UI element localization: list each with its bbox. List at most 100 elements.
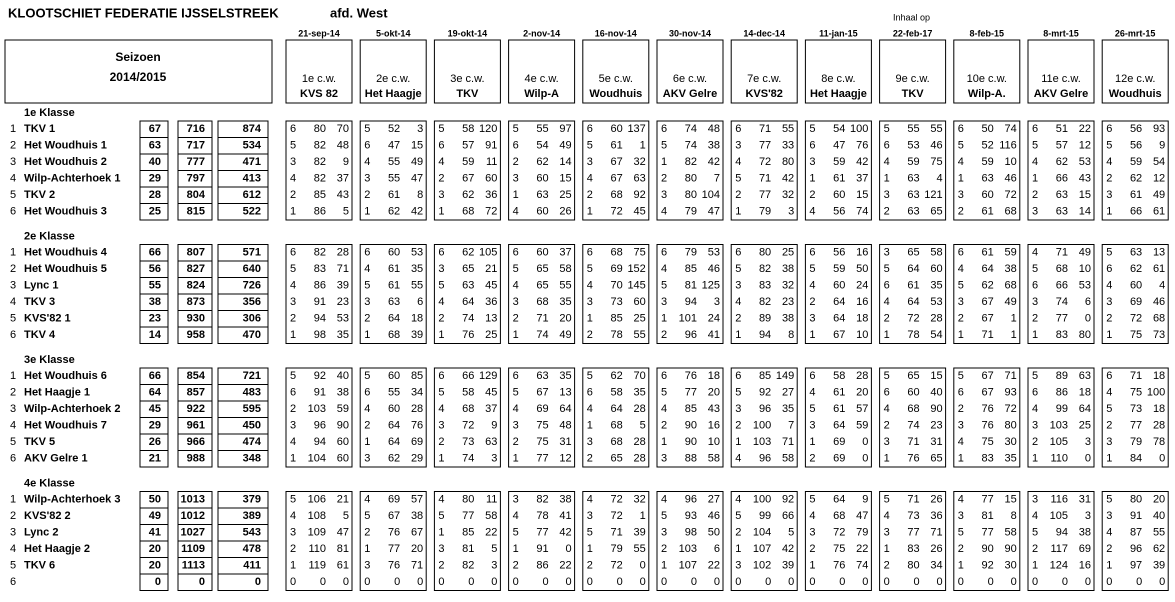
round-header-box: [508, 39, 576, 104]
round-value: 4: [958, 494, 964, 506]
round-value: 1: [661, 560, 667, 572]
round-value: 60: [388, 403, 400, 415]
round-value: 18: [1079, 387, 1091, 399]
round-value: 59: [833, 263, 845, 275]
round-label: 11e c.w.: [1041, 73, 1081, 85]
round-value: 56: [1130, 140, 1142, 152]
round-value: 96: [759, 453, 771, 465]
round-value: 25: [485, 329, 497, 341]
round-value: 4: [364, 494, 370, 506]
total: 1109: [181, 543, 205, 555]
round-box: [508, 120, 576, 221]
round-value: 3: [438, 189, 444, 201]
round-value: 94: [685, 296, 697, 308]
total: 0: [255, 576, 261, 588]
round-host: AKV Gelre: [663, 88, 717, 100]
round-value: 5: [661, 387, 667, 399]
round-value: 2: [1106, 313, 1112, 325]
round-value: 2: [438, 560, 444, 572]
rank: 1: [10, 494, 16, 506]
round-value: 5: [958, 280, 964, 292]
round-value: 105: [1050, 510, 1068, 522]
round-value: 68: [536, 296, 548, 308]
round-host: Het Haagje: [365, 88, 422, 100]
round-value: 63: [1079, 370, 1091, 382]
round-value: 60: [1130, 280, 1142, 292]
round-value: 91: [1130, 510, 1142, 522]
round-value: 63: [907, 173, 919, 185]
total: 63: [149, 140, 161, 152]
round-header-box: [730, 39, 798, 104]
total: 66: [149, 247, 161, 259]
total: 45: [149, 403, 161, 415]
round-value: 25: [559, 189, 571, 201]
round-value: 0: [587, 576, 593, 588]
round-value: 28: [930, 313, 942, 325]
round-value: 5: [587, 263, 593, 275]
round-value: 74: [1056, 296, 1068, 308]
rank: 1: [10, 247, 16, 259]
total: 824: [187, 280, 206, 292]
round-value: 36: [930, 510, 942, 522]
round-value: 52: [388, 123, 400, 135]
round-value: 48: [559, 420, 571, 432]
round-value: 5: [364, 280, 370, 292]
round-value: 58: [782, 453, 794, 465]
round-value: 85: [685, 403, 697, 415]
round-label: 5e c.w.: [599, 73, 633, 85]
round-value: 4: [661, 263, 667, 275]
round-value: 62: [536, 156, 548, 168]
team: Het Woudhuis 5: [24, 263, 107, 275]
round-value: 5: [364, 370, 370, 382]
round-date: 26-mrt-15: [1115, 28, 1156, 38]
round-value: 63: [536, 189, 548, 201]
round-value: 1: [438, 329, 444, 341]
round-value: 0: [565, 576, 571, 588]
round-value: 4: [290, 173, 296, 185]
round-date: 21-sep-14: [298, 28, 340, 38]
round-value: 62: [388, 453, 400, 465]
round-value: 27: [782, 387, 794, 399]
round-value: 3: [884, 189, 890, 201]
round-value: 3: [438, 420, 444, 432]
round-value: 4: [438, 156, 444, 168]
team: Wilp-Achterhoek 1: [24, 173, 120, 185]
round-value: 3: [735, 403, 741, 415]
round-value: 8: [1011, 510, 1017, 522]
rank: 2: [10, 387, 16, 399]
total-cell: [217, 203, 269, 221]
round-value: 3: [958, 296, 964, 308]
round-value: 3: [958, 420, 964, 432]
round-value: 58: [462, 123, 474, 135]
round-value: 9: [862, 494, 868, 506]
round-value: 55: [411, 280, 423, 292]
round-value: 116: [999, 140, 1017, 152]
round-value: 6: [587, 387, 593, 399]
rank: 6: [10, 329, 16, 341]
round-value: 6: [417, 296, 423, 308]
round-box: [1101, 120, 1169, 221]
round-value: 0: [788, 576, 794, 588]
round-value: 39: [1153, 560, 1165, 572]
round-value: 24: [708, 313, 720, 325]
round-value: 3: [1032, 494, 1038, 506]
team: Het Woudhuis 6: [24, 370, 107, 382]
round-value: 74: [462, 453, 474, 465]
total: 411: [243, 560, 261, 572]
round-value: 90: [337, 420, 349, 432]
total: 777: [187, 156, 205, 168]
round-host: AKV Gelre: [1034, 88, 1088, 100]
rank: 6: [10, 206, 16, 218]
total: 1113: [182, 560, 205, 572]
round-value: 105: [1050, 436, 1068, 448]
round-value: 4: [884, 510, 890, 522]
total: 67: [149, 123, 161, 135]
round-value: 4: [438, 494, 444, 506]
round-value: 79: [685, 206, 697, 218]
round-value: 60: [337, 436, 349, 448]
rank: 4: [10, 173, 16, 185]
total-cell: [217, 450, 269, 468]
rank: 4: [10, 543, 16, 555]
round-value: 55: [388, 156, 400, 168]
round-value: 13: [559, 387, 571, 399]
